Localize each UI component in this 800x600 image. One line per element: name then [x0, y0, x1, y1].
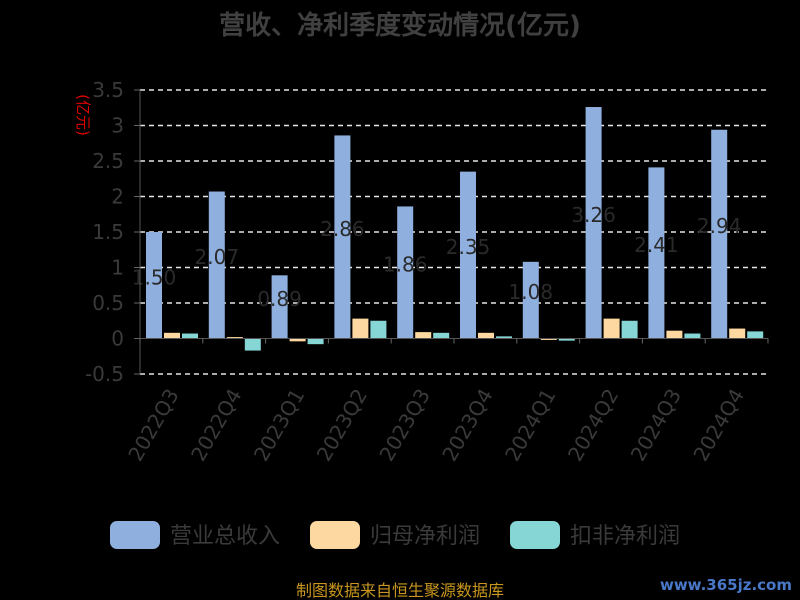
bar: [558, 338, 575, 341]
legend-swatch: [510, 521, 560, 549]
x-tick-label: 2022Q4: [186, 385, 246, 466]
x-tick-label: 2024Q2: [563, 385, 623, 466]
legend-item: 营业总收入: [110, 521, 280, 549]
data-label: 2.41: [634, 233, 679, 257]
legend-swatch: [110, 521, 160, 549]
x-tick-label: 2024Q4: [688, 385, 748, 466]
x-tick-label: 2023Q2: [312, 385, 372, 466]
bar: [747, 331, 764, 339]
bar: [666, 330, 683, 339]
data-label: 2.94: [697, 214, 742, 238]
bar: [146, 232, 162, 339]
watermark: www.365jz.com: [660, 576, 792, 594]
bar: [226, 337, 243, 339]
bar: [271, 275, 288, 339]
data-label: 2.35: [446, 235, 491, 259]
data-label: 2.86: [320, 217, 365, 241]
bar: [307, 338, 324, 345]
bar: [433, 332, 450, 339]
legend-item: 扣非净利润: [510, 521, 680, 549]
bar: [182, 333, 198, 339]
bar: [244, 338, 261, 351]
bar: [648, 167, 665, 339]
y-tick-label: -0.5: [85, 362, 124, 386]
legend-item: 归母净利润: [310, 521, 480, 549]
y-axis-label: (亿元): [74, 94, 92, 136]
legend-label: 扣非净利润: [570, 524, 680, 549]
bar: [621, 320, 638, 339]
legend-label: 归母净利润: [370, 524, 480, 549]
bars: [146, 107, 764, 351]
bar: [540, 338, 557, 340]
x-tick-label: 2024Q1: [500, 385, 560, 466]
legend-label: 营业总收入: [170, 524, 280, 549]
bar: [460, 171, 476, 339]
bar: [585, 107, 602, 339]
x-tick-label: 2023Q4: [437, 385, 497, 466]
bar: [208, 191, 225, 339]
data-label: 2.07: [195, 245, 240, 269]
bar: [496, 336, 512, 339]
data-labels: 1.50 2.07 0.89 2.86 1.86 2.35 1.08 3.26 2.41 2.94: [132, 203, 742, 311]
x-tick-label: 2022Q3: [123, 385, 183, 466]
source-note: 制图数据来自恒生聚源数据库: [296, 581, 504, 600]
x-tick-label: 2023Q3: [374, 385, 434, 466]
y-tick-label: 1.5: [92, 220, 124, 244]
bar: [415, 332, 432, 339]
bar: [289, 338, 306, 342]
bar: [478, 332, 494, 339]
bar: [352, 318, 369, 339]
x-axis: 2022Q3 2022Q4 2023Q1 2023Q2 2023Q3 2023Q4 2024…: [123, 338, 769, 466]
chart-title: 营收、净利季度变动情况(亿元): [219, 10, 581, 41]
y-tick-label: 0: [111, 327, 124, 351]
bar: [603, 318, 620, 339]
y-axis: -0.5 0 0.5 1 1.5 2 2.5 3 3.5: [85, 78, 140, 386]
legend: 营业总收入 归母净利润 扣非净利润: [110, 521, 680, 549]
y-tick-label: 2: [111, 185, 124, 209]
x-tick-label: 2023Q1: [249, 385, 309, 466]
data-label: 3.26: [571, 203, 616, 227]
legend-swatch: [310, 521, 360, 549]
bar: [334, 135, 351, 339]
y-tick-label: 1: [111, 256, 124, 280]
y-tick-label: 3: [111, 114, 124, 138]
bar: [370, 320, 387, 339]
bar: [397, 206, 414, 339]
bar: [522, 261, 539, 339]
bar: [711, 129, 728, 339]
x-tick-label: 2024Q3: [626, 385, 686, 466]
bar: [684, 333, 701, 339]
bar: [164, 332, 180, 339]
data-label: 1.08: [509, 280, 554, 304]
y-tick-label: 3.5: [92, 78, 124, 102]
data-label: 1.86: [383, 252, 428, 276]
y-tick-label: 2.5: [92, 149, 124, 173]
bar: [729, 328, 746, 339]
y-tick-label: 0.5: [92, 291, 124, 315]
data-label: 0.89: [257, 287, 302, 311]
data-label: 1.50: [132, 265, 177, 289]
